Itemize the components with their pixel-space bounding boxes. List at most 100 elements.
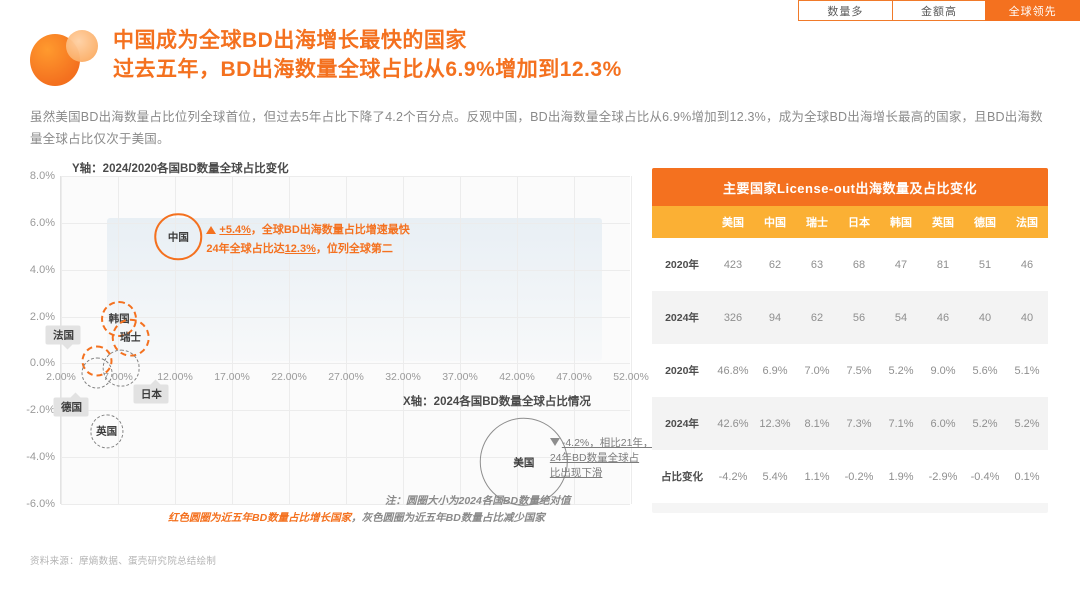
table-cell: 63 (810, 258, 824, 271)
table-cell: 6.0% (930, 417, 956, 430)
table-cell: -0.2% (844, 470, 874, 483)
table-col-corner (652, 206, 712, 238)
table-row-label: 2020年 (665, 365, 699, 377)
table-cell: 94 (768, 311, 782, 324)
table-row: 2024年 42.6% 12.3% 8.1% 7.3% 7.1% 6.0% 5.2% 5.2% (652, 397, 1048, 450)
x-gridline (232, 176, 233, 504)
country-table-panel: 主要国家License-out出海数量及占比变化 美国 中国 瑞士 日本 韩国 英国 德国法… (652, 168, 1048, 513)
tab-amount[interactable]: 金额高 (891, 0, 986, 21)
table-col-日本: 日本 (838, 206, 880, 238)
callout-法国: 法国 (45, 325, 81, 350)
title-line-2: 过去五年，BD出海数量全球占比从6.9%增加到12.3% (113, 58, 622, 81)
table-row-label: 2024年 (665, 418, 699, 430)
table-cell: 46 (1020, 258, 1034, 271)
annotation-usa-line-1: -4.2%，相比21年， (549, 436, 654, 451)
chart-plot-area: 2.00% 7.00% 12.00% 17.00% 22.00% 27.00% 32.00%… (26, 170, 653, 510)
x-gridline (346, 176, 347, 504)
table-cell: 8.1% (804, 417, 830, 430)
tab-global-leading[interactable]: 全球领先 (985, 0, 1080, 21)
chart-legend-note: 红色圆圈为近五年BD数量占比增长国家，灰色圆圈为近五年BD数量占比减少国家 (168, 510, 545, 525)
table-cell: 326 (723, 311, 743, 324)
tab-quantity-label: 数量多 (827, 5, 864, 18)
bubble-label: 英国 (96, 425, 118, 438)
y-gridline (61, 410, 630, 412)
x-gridline (574, 176, 575, 504)
brand-logo (30, 30, 102, 86)
bubble-label: 瑞士 (120, 332, 142, 345)
table-col-瑞士: 瑞士 (796, 206, 838, 238)
table-cell: -0.4% (970, 470, 1000, 483)
x-gridline (631, 176, 632, 504)
bubble-英国[interactable]: 英国 (89, 414, 124, 448)
china-share-value: 12.3% (284, 242, 316, 255)
annotation-china-line-2: 24年全球占比达12.3%，位列全球第二 (206, 240, 409, 259)
usa-line-1-text: -4.2%，相比21年， (561, 436, 654, 449)
y-gridline (61, 363, 630, 365)
y-gridline (61, 316, 630, 318)
bubble-中国[interactable]: 中国 (154, 213, 203, 261)
china-delta-rest: ，全球BD出海数量占比增速最快 (250, 223, 410, 236)
table-cell: 47 (894, 258, 908, 271)
table-row-label: 占比变化 (661, 471, 703, 483)
table-col-美国: 美国 (712, 206, 754, 238)
table-cell: 68 (852, 258, 866, 271)
y-gridline (61, 176, 630, 177)
x-gridline (460, 176, 461, 504)
table-col-法国: 法国 (1006, 206, 1048, 238)
logo-circle-small-icon (66, 30, 98, 62)
source-note: 资料来源：摩熵数据、蛋壳研究院总结绘制 (30, 556, 217, 567)
x-gridline (403, 176, 404, 504)
x-axis-title: X轴：2024各国BD数量全球占比情况 (403, 396, 591, 409)
table-cell: 5.6% (972, 364, 998, 377)
annotation-usa: -4.2%，相比21年， 24年BD数量全球占 比出现下滑 (549, 436, 654, 481)
x-axis-tick: 17.00% (214, 371, 250, 384)
table-body: 2020年 423 62 63 68 47 81 51 46 2024年 326 94 62 56 54 46… (652, 238, 1048, 503)
chart-size-note: 注：圆圈大小为2024各国BD数量绝对值 (385, 495, 571, 507)
table-row: 占比变化 -4.2% 5.4% 1.1% -0.2% 1.9% -2.9% -0.4% 0.1% (652, 450, 1048, 503)
table-cell: 40 (978, 311, 992, 324)
bubble-德国[interactable] (81, 357, 113, 389)
y-axis-tick: 4.0% (29, 263, 55, 276)
table-row: 2024年 326 94 62 56 54 46 40 40 (652, 291, 1048, 344)
table-row-label: 2024年 (665, 312, 699, 324)
view-tab-bar[interactable]: 数量多 金额高 全球领先 (798, 0, 1080, 21)
x-gridline (517, 176, 518, 504)
table-cell: 5.2% (888, 364, 914, 377)
y-gridline (61, 222, 630, 224)
annotation-china-line-1: +5.4%，全球BD出海数量占比增速最快 (206, 221, 410, 240)
bubble-美国[interactable]: 美国 (479, 417, 569, 507)
x-axis-tick: 42.00% (499, 371, 535, 384)
y-axis-tick: -2.0% (26, 404, 55, 417)
annotation-usa-line-2: 24年BD数量全球占 (549, 451, 640, 464)
table-cell: 42.6% (717, 417, 749, 430)
table-cell: 7.5% (846, 364, 872, 377)
table-cell: 54 (894, 311, 908, 324)
table-cell: 46.8% (717, 364, 749, 377)
x-axis-tick: 47.00% (556, 371, 592, 384)
legend-red-text: 红色圆圈为近五年BD数量占比增长国家 (168, 512, 352, 524)
table-col-中国: 中国 (754, 206, 796, 238)
y-axis-tick: -4.0% (26, 451, 55, 464)
y-gridline (61, 504, 630, 505)
tab-quantity[interactable]: 数量多 (798, 0, 892, 21)
x-gridline (289, 176, 290, 504)
china-share-suffix: ，位列全球第二 (315, 242, 393, 255)
table-cell: 62 (768, 258, 782, 271)
table-row: 2020年 423 62 63 68 47 81 51 46 (652, 238, 1048, 291)
table-title: 主要国家License-out出海数量及占比变化 (652, 168, 1048, 206)
table-cell: 6.9% (762, 364, 788, 377)
table-cell: 12.3% (759, 417, 791, 430)
table-cell: 5.4% (762, 470, 788, 483)
table-cell: 51 (978, 258, 992, 271)
table-row: 2020年 46.8% 6.9% 7.0% 7.5% 5.2% 9.0% 5.6% 5.1% (652, 344, 1048, 397)
callout-德国: 德国 (53, 392, 89, 417)
bubble-chart: Y轴：2024/2020各国BD数量全球占比变化 2.00% 7.00% 12.00… (22, 160, 653, 540)
page-title: 中国成为全球BD出海增长最快的国家 过去五年，BD出海数量全球占比从6.9%增加… (113, 27, 833, 85)
bubble-label: 中国 (167, 231, 189, 244)
table-cell: 7.3% (846, 417, 872, 430)
annotation-china: +5.4%，全球BD出海数量占比增速最快 24年全球占比达12.3%，位列全球第二 (206, 221, 410, 259)
china-delta-value: +5.4% (219, 223, 251, 236)
table-cell: 62 (810, 311, 824, 324)
table-cell: 7.1% (888, 417, 914, 430)
x-axis-tick: 27.00% (328, 371, 364, 384)
